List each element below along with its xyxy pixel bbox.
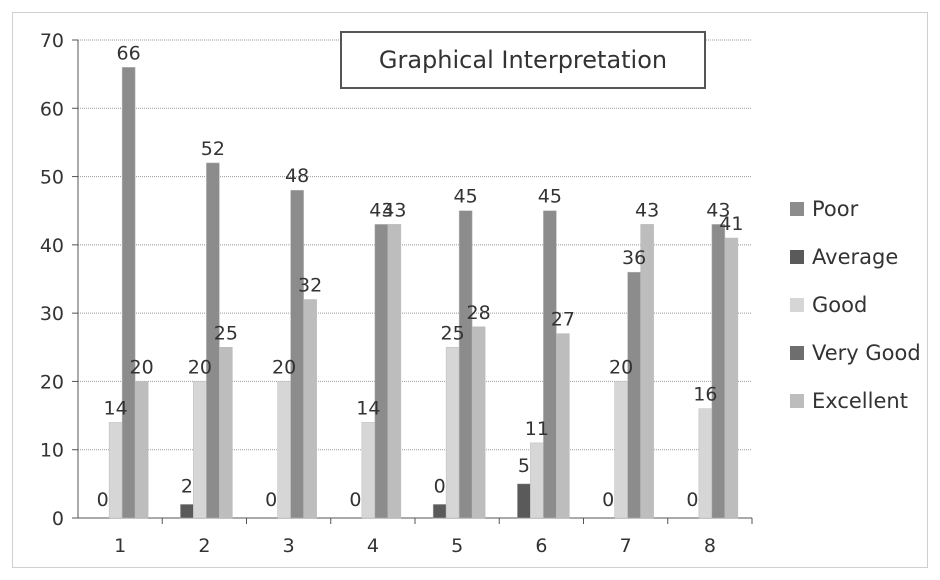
data-label: 45 (538, 186, 562, 208)
y-tick-label: 30 (40, 303, 64, 325)
x-tick-label: 1 (114, 535, 126, 557)
y-tick-label: 0 (52, 508, 64, 530)
data-label: 0 (686, 489, 698, 511)
legend-swatch-average (790, 250, 804, 264)
legend-item-poor: Poor (790, 185, 930, 233)
data-label: 25 (441, 322, 465, 344)
data-label: 0 (602, 489, 614, 511)
x-tick-label: 5 (451, 535, 463, 557)
bar-poor (543, 210, 557, 519)
data-label: 20 (609, 356, 633, 378)
bar-poor (627, 271, 641, 519)
bar-good (108, 422, 123, 519)
bar-excellent (556, 333, 570, 519)
bar-excellent (640, 224, 654, 519)
bar-good (445, 347, 460, 519)
bar-good (614, 381, 628, 519)
bar-excellent (387, 224, 402, 519)
bar-excellent (134, 381, 149, 519)
bar-good (530, 442, 544, 519)
x-tick-label: 2 (198, 535, 210, 557)
y-tick-label: 60 (40, 98, 64, 120)
data-label: 48 (285, 165, 309, 187)
bar-average (517, 483, 531, 519)
data-label: 66 (117, 42, 141, 64)
bar-poor (711, 224, 726, 519)
data-label: 27 (551, 309, 575, 331)
chart-title: Graphical Interpretation (340, 31, 706, 89)
y-tick-label: 40 (40, 235, 64, 257)
x-tick-label: 6 (535, 535, 547, 557)
bar-good (361, 422, 376, 519)
data-label: 32 (298, 274, 322, 296)
legend-label-excellent: Excellent (812, 389, 908, 413)
bar-poor (206, 162, 220, 519)
data-label: 16 (693, 384, 717, 406)
legend-label-average: Average (812, 245, 899, 269)
data-label: 2 (181, 475, 193, 497)
data-label: 43 (382, 199, 406, 221)
bar-excellent (471, 326, 486, 519)
y-tick-label: 10 (40, 440, 64, 462)
legend-swatch-excellent (790, 394, 804, 408)
legend-label-very-good: Very Good (812, 341, 921, 365)
data-label: 0 (434, 475, 446, 497)
data-label: 52 (201, 138, 225, 160)
legend-item-good: Good (790, 281, 930, 329)
data-label: 20 (130, 356, 154, 378)
data-label: 25 (214, 322, 238, 344)
x-tick-label: 3 (283, 535, 295, 557)
data-label: 36 (622, 247, 646, 269)
chart-legend: Poor Average Good Very Good Excellent (790, 185, 930, 425)
legend-item-average: Average (790, 233, 930, 281)
y-tick-label: 20 (40, 371, 64, 393)
bar-good (698, 408, 713, 519)
bar-excellent (724, 237, 739, 519)
chart-frame (12, 12, 928, 568)
legend-item-very-good: Very Good (790, 329, 930, 377)
data-label: 45 (454, 186, 478, 208)
legend-label-poor: Poor (812, 197, 859, 221)
bar-average (180, 504, 194, 519)
data-label: 43 (635, 199, 659, 221)
bar-average (432, 504, 447, 519)
x-tick-label: 7 (620, 535, 632, 557)
data-label: 0 (97, 489, 109, 511)
legend-label-good: Good (812, 293, 868, 317)
data-label: 11 (525, 418, 549, 440)
bar-poor (458, 210, 473, 519)
bar-excellent (219, 347, 233, 519)
data-label: 28 (467, 302, 491, 324)
bar-poor (374, 224, 389, 519)
data-label: 0 (265, 489, 277, 511)
legend-swatch-poor (790, 202, 804, 216)
data-label: 43 (706, 199, 730, 221)
legend-swatch-very-good (790, 346, 804, 360)
y-tick-label: 70 (40, 30, 64, 52)
data-label: 5 (518, 455, 530, 477)
bar-good (193, 381, 207, 519)
y-tick-label: 50 (40, 167, 64, 189)
bar-poor (121, 67, 136, 519)
data-label: 43 (369, 199, 393, 221)
data-label: 20 (188, 356, 212, 378)
data-label: 0 (349, 489, 361, 511)
legend-swatch-good (790, 298, 804, 312)
data-label: 20 (272, 356, 296, 378)
bar-good (277, 381, 291, 519)
bar-excellent (303, 299, 317, 519)
bar-poor (290, 189, 304, 519)
x-tick-label: 8 (704, 535, 716, 557)
data-label: 14 (104, 397, 128, 419)
data-label: 41 (719, 213, 743, 235)
legend-item-excellent: Excellent (790, 377, 930, 425)
data-label: 14 (356, 397, 380, 419)
x-tick-label: 4 (367, 535, 379, 557)
